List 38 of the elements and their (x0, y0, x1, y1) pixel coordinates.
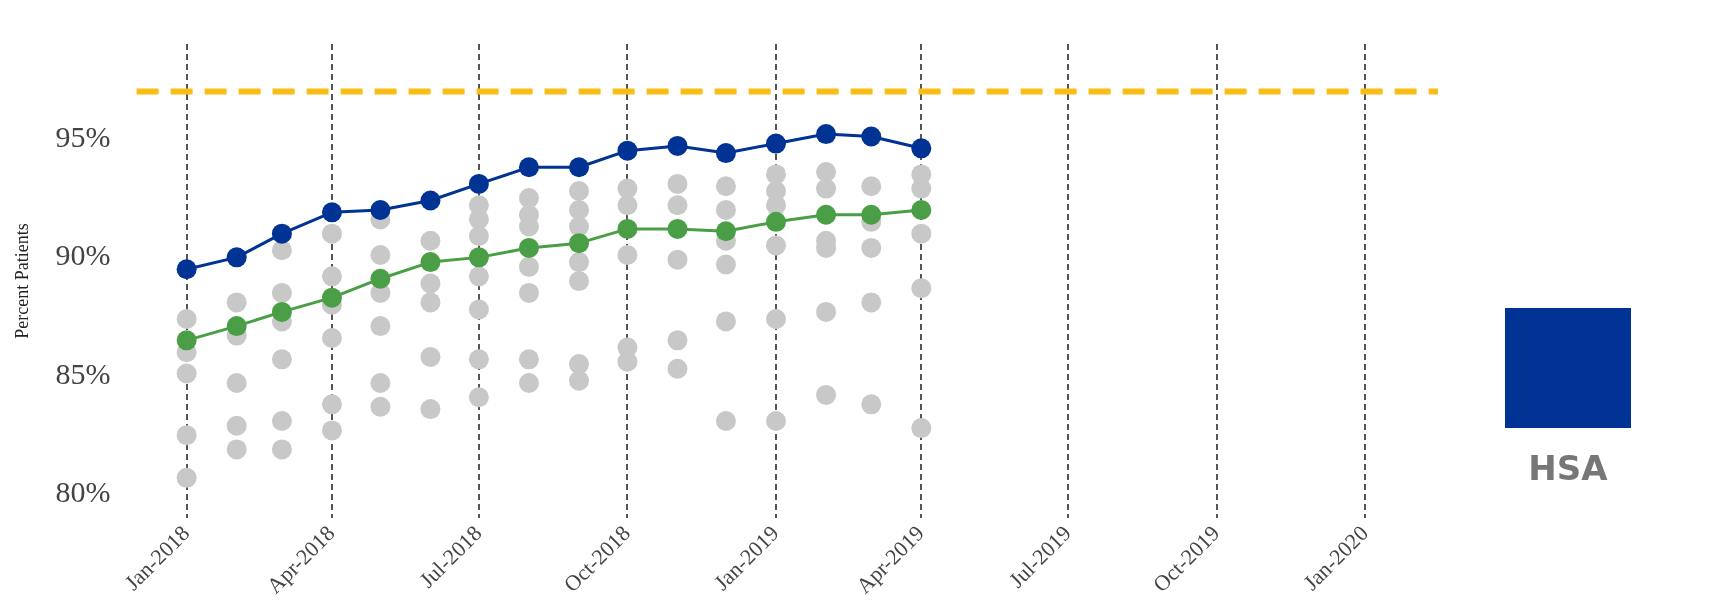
point (861, 126, 882, 147)
text: HSA (1528, 448, 1608, 488)
point (518, 157, 539, 178)
point (321, 287, 342, 308)
y-axis-title: Percent Patients (11, 223, 32, 339)
point (370, 268, 391, 289)
point (617, 218, 638, 239)
point (667, 135, 688, 156)
point (911, 199, 932, 220)
point (765, 211, 786, 232)
point (420, 252, 441, 273)
point (816, 124, 837, 145)
point (518, 237, 539, 258)
y-tick-label: 95% (55, 119, 111, 153)
point (765, 133, 786, 154)
point (617, 140, 638, 161)
point (911, 138, 932, 159)
point (271, 301, 292, 322)
point (569, 233, 590, 254)
point (715, 143, 736, 164)
y-tick-label: 80% (55, 475, 111, 509)
point (271, 223, 292, 244)
point (226, 316, 247, 337)
y-tick-label: 90% (55, 238, 111, 272)
point (370, 199, 391, 220)
point (420, 190, 441, 211)
point (176, 259, 197, 280)
point (468, 173, 489, 194)
point (861, 204, 882, 225)
point (715, 221, 736, 242)
point (226, 247, 247, 268)
point (667, 218, 688, 239)
point (321, 202, 342, 223)
point (569, 157, 590, 178)
point (176, 330, 197, 351)
point (816, 204, 837, 225)
point (468, 247, 489, 268)
y-tick-label: 85% (55, 356, 111, 390)
